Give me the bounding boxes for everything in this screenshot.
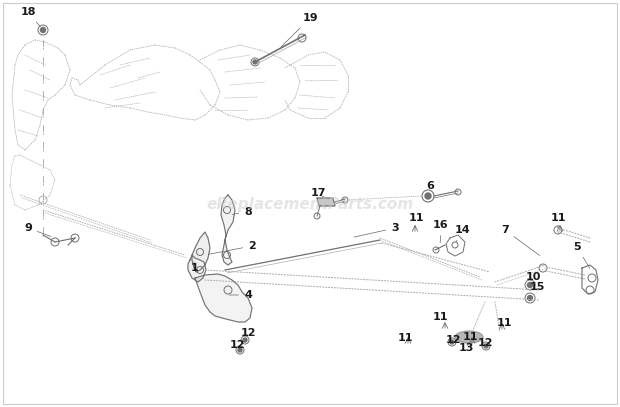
Text: 10: 10 — [525, 272, 541, 285]
Polygon shape — [188, 232, 210, 282]
Text: 11: 11 — [397, 333, 413, 343]
Polygon shape — [195, 274, 252, 322]
Text: 7: 7 — [501, 225, 539, 256]
Circle shape — [40, 28, 45, 33]
Text: 6: 6 — [426, 181, 434, 194]
Text: 5: 5 — [573, 242, 590, 269]
Circle shape — [425, 193, 431, 199]
Text: 16: 16 — [433, 220, 449, 243]
Circle shape — [243, 338, 247, 342]
Text: 11: 11 — [551, 213, 565, 228]
Text: 17: 17 — [310, 188, 326, 198]
Text: 14: 14 — [455, 225, 471, 242]
Text: 11: 11 — [408, 213, 423, 228]
Circle shape — [528, 282, 533, 287]
Text: 3: 3 — [354, 223, 399, 237]
Text: 11: 11 — [432, 312, 448, 325]
Text: eReplacementParts.com: eReplacementParts.com — [206, 197, 414, 212]
Text: 9: 9 — [24, 223, 51, 236]
Circle shape — [528, 295, 533, 300]
Circle shape — [450, 340, 454, 344]
Circle shape — [484, 344, 488, 348]
Circle shape — [253, 60, 257, 64]
Text: 12: 12 — [477, 338, 493, 348]
Text: 2: 2 — [209, 241, 256, 254]
Text: 15: 15 — [529, 282, 545, 298]
Text: 12: 12 — [241, 328, 255, 338]
Text: 11: 11 — [463, 332, 478, 342]
Text: 4: 4 — [229, 290, 252, 300]
Circle shape — [238, 348, 242, 352]
Polygon shape — [317, 198, 335, 206]
Text: 13: 13 — [458, 343, 474, 353]
Text: 1: 1 — [191, 262, 199, 273]
Text: 11: 11 — [496, 318, 511, 328]
Ellipse shape — [455, 331, 483, 343]
Text: 12: 12 — [229, 340, 245, 350]
Text: 12: 12 — [445, 335, 461, 345]
Text: 8: 8 — [232, 207, 252, 217]
Polygon shape — [221, 195, 235, 265]
Text: 19: 19 — [281, 13, 318, 47]
Text: 18: 18 — [20, 7, 40, 27]
